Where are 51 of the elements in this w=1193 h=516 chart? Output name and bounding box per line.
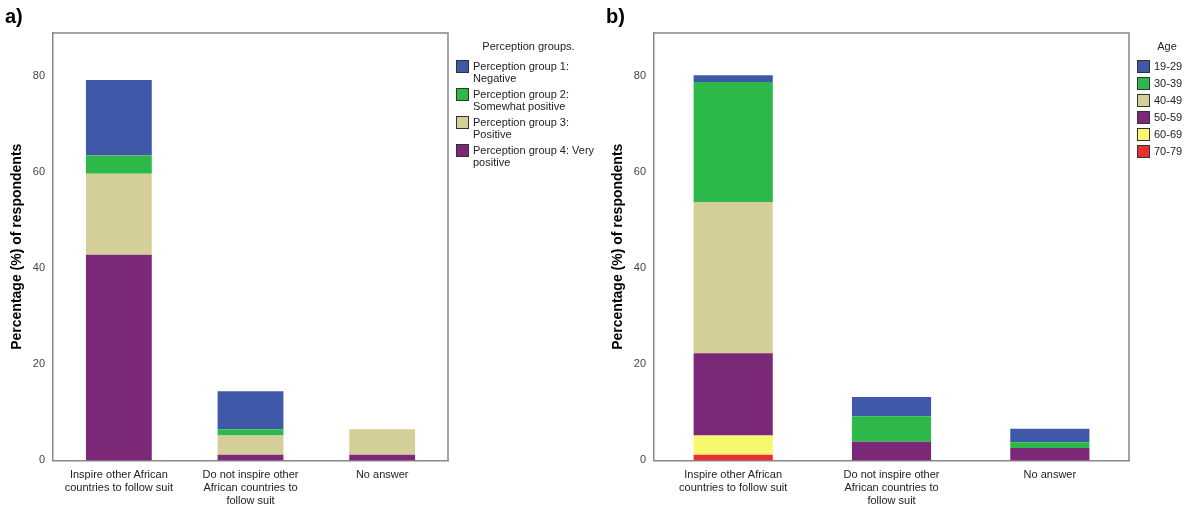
legend-title: Perception groups. [481,40,576,52]
x-tick-label: Inspire other African countries to follow suit [679,468,788,494]
legend-label: 19-29 [1154,60,1183,72]
legend-label: 70-79 [1154,145,1183,157]
bar [85,254,152,461]
bar [693,75,773,82]
y-axis-title: Percentage (%) of respondents [8,143,25,350]
x-tick-label: Inspire other African countries to follow suit [64,468,173,494]
y-tick-label: 80 [633,69,647,82]
bar [693,202,773,354]
x-tick-label: No answer [1023,468,1077,481]
legend-title: Age [1156,40,1178,52]
y-tick-label: 40 [633,261,647,274]
x-tick-label: Do not inspire other African countries to follow suit [202,468,299,507]
bar [693,353,773,436]
bar [217,435,284,455]
legend-label: Perception group 4: Very positive [473,144,596,168]
x-tick-label: Do not inspire other African countries to follow suit [843,468,940,507]
legend-label: 40-49 [1154,94,1183,106]
y-tick-label: 20 [633,357,647,370]
y-tick-label: 40 [32,261,46,274]
y-tick-label: 20 [32,357,46,370]
y-tick-label: 0 [639,453,647,466]
bar [349,429,416,455]
bar [1010,442,1090,448]
bar [693,81,773,203]
bar [1010,447,1090,461]
legend-label: 60-69 [1154,128,1183,140]
bar [851,416,932,442]
y-tick-label: 60 [32,165,46,178]
y-tick-label: 60 [633,165,647,178]
bar [851,441,932,461]
bar [85,80,152,156]
bar [85,155,152,174]
legend-label: 50-59 [1154,111,1183,123]
legend-label: Perception group 2: Somewhat positive [473,88,570,112]
y-tick-label: 80 [32,69,46,82]
bar [693,435,773,455]
bar [217,391,284,430]
chart-title: a) [5,4,23,27]
bar [851,397,932,417]
bar [1010,428,1090,443]
bar [217,429,284,436]
legend-label: Perception group 3: Positive [473,116,570,140]
y-tick-label: 0 [38,453,46,466]
legend-label: 30-39 [1154,77,1183,89]
y-axis-title: Percentage (%) of respondents [609,143,626,350]
chart-title: b) [606,4,625,27]
x-tick-label: No answer [355,468,409,481]
legend-label: Perception group 1: Negative [473,60,570,84]
bar [85,173,152,255]
